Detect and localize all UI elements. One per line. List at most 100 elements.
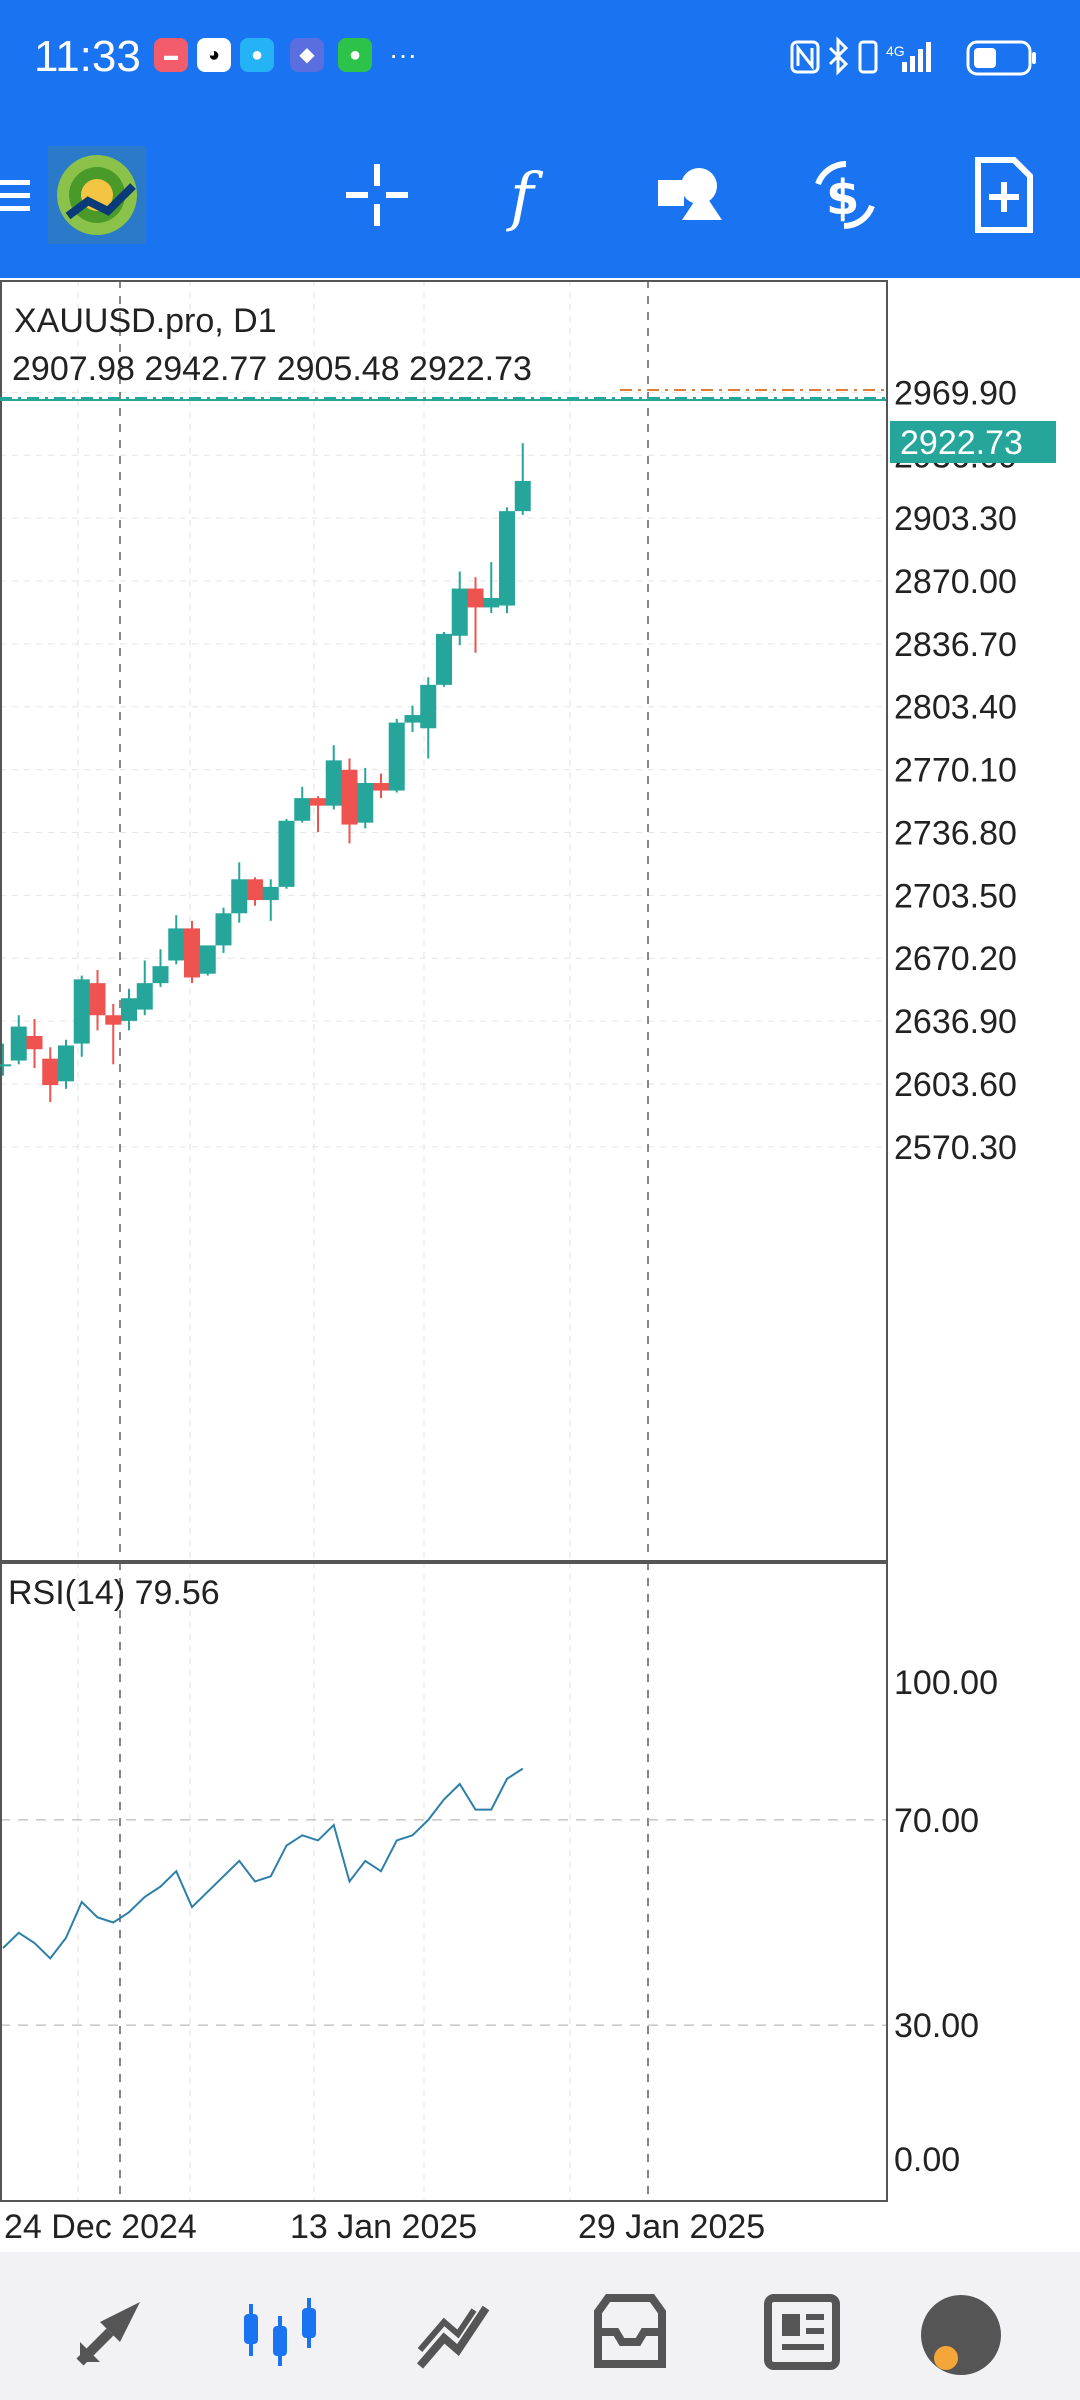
candle-body [388, 722, 405, 791]
candle-body [26, 1036, 43, 1050]
menu-icon[interactable] [0, 150, 40, 240]
candle-body [357, 783, 374, 823]
bottom-navigation [0, 2252, 1080, 2400]
rsi-tick: 70.00 [894, 1802, 979, 1840]
network-type: 4G [886, 43, 905, 59]
price-tick: 2736.80 [894, 814, 1017, 852]
time-axis: 24 Dec 2024 13 Jan 2025 29 Jan 2025 [0, 2202, 1080, 2252]
indicators-icon[interactable]: f [486, 150, 576, 240]
ohlc-label: 2907.98 2942.77 2905.48 2922.73 [12, 350, 532, 388]
candle-body [73, 979, 90, 1044]
price-tick: 2969.90 [894, 374, 1017, 412]
security-icon: ◆ [290, 38, 324, 72]
new-order-icon[interactable] [958, 150, 1048, 240]
current-price-badge [890, 421, 1056, 463]
rsi-label: RSI(14) 79.56 [8, 1574, 220, 1612]
price-grid [0, 280, 886, 1562]
nfc-icon [790, 40, 820, 74]
current-price-value: 2922.73 [900, 424, 1023, 462]
candle-body [121, 998, 137, 1021]
crosshair-icon[interactable] [332, 150, 422, 240]
candle-body [420, 684, 437, 729]
settings-icon[interactable] [916, 2290, 1006, 2380]
chart-icon[interactable] [240, 2292, 320, 2372]
price-tick: 2870.00 [894, 563, 1017, 601]
candle-body [105, 1015, 122, 1025]
rsi-tick: 0.00 [894, 2141, 960, 2179]
price-tick: 2603.60 [894, 1066, 1017, 1104]
candle-body [89, 983, 106, 1016]
date-tick-3: 29 Jan 2025 [578, 2208, 765, 2246]
wechat-icon: ● [338, 38, 372, 72]
candle-body [310, 798, 326, 806]
bluetooth-icon [828, 36, 849, 76]
candle-body [231, 879, 248, 914]
signal-icon [902, 42, 931, 72]
clock: 11:33 [34, 32, 141, 81]
battery-icon [966, 40, 1036, 76]
price-tick: 2770.10 [894, 752, 1017, 790]
candle-body [152, 966, 169, 984]
symbol-label: XAUUSD.pro, D1 [14, 302, 277, 340]
qq-icon: ◕ [197, 38, 231, 72]
candle-body [42, 1058, 59, 1086]
status-bar: 11:33 ▬ ◕ ● ◆ ● ··· 4G [0, 0, 1080, 120]
objects-icon[interactable] [644, 150, 734, 240]
candle-body [136, 983, 153, 1010]
history-icon[interactable] [590, 2292, 670, 2372]
rsi-chart[interactable]: RSI(14) 79.56 100.00 70.00 30.00 0.00 [0, 1562, 1080, 2202]
symbol-change-icon[interactable]: $ [800, 150, 890, 240]
candle-body [436, 633, 452, 685]
news-icon[interactable] [762, 2292, 842, 2372]
huawei-app-icon: ▬ [154, 38, 188, 72]
candle-body [404, 715, 421, 723]
rsi-tick: 100.00 [894, 1664, 998, 1702]
message-icon: ● [240, 38, 274, 72]
vibrate-icon [858, 40, 878, 74]
candle-body [451, 588, 468, 636]
rsi-axis: 100.00 70.00 30.00 0.00 [894, 1664, 998, 2179]
candle-body [278, 820, 295, 887]
status-icons: 4G [790, 36, 1036, 76]
rsi-line [2, 1767, 524, 1960]
candle-body [294, 798, 311, 821]
date-tick-2: 13 Jan 2025 [290, 2208, 477, 2246]
candle-body [184, 928, 200, 978]
chart-frame [0, 280, 888, 1562]
rsi-tick: 30.00 [894, 2007, 979, 2045]
svg-text:f: f [506, 160, 544, 234]
candle-body [247, 879, 263, 901]
rsi-grid [0, 1562, 886, 2202]
trade-icon[interactable] [414, 2292, 494, 2372]
rsi-frame [0, 1562, 888, 2202]
candle-body [325, 760, 342, 806]
candle-body [262, 886, 279, 901]
price-tick: 2570.30 [894, 1129, 1017, 1167]
candle-body [467, 588, 484, 608]
candle-body [483, 597, 500, 608]
candle-body [58, 1045, 74, 1082]
svg-text:$: $ [826, 170, 859, 226]
more-icon: ··· [389, 39, 417, 70]
candle-body [0, 1064, 11, 1067]
quotes-icon[interactable] [70, 2292, 150, 2372]
price-tick: 2636.90 [894, 1003, 1017, 1041]
price-tick: 2703.50 [894, 877, 1017, 915]
candle-body [215, 913, 232, 946]
candle-body [514, 480, 531, 512]
date-tick-1: 24 Dec 2024 [4, 2208, 197, 2246]
candle-body [199, 945, 216, 974]
candle-body [168, 928, 185, 961]
price-axis: 2969.902936.602903.302870.002836.702803.… [894, 374, 1017, 1166]
candle-body [373, 783, 389, 791]
price-tick: 2903.30 [894, 500, 1017, 538]
toolbar: f $ [0, 120, 1080, 278]
candle-body [10, 1026, 27, 1061]
metatrader-4-logo[interactable] [48, 146, 146, 244]
price-tick: 2803.40 [894, 689, 1017, 727]
price-tick: 2836.70 [894, 626, 1017, 664]
candle-body [341, 769, 358, 825]
candle-body [499, 511, 515, 606]
price-tick: 2670.20 [894, 940, 1017, 978]
price-chart[interactable]: XAUUSD.pro, D1 2907.98 2942.77 2905.48 2… [0, 280, 1080, 1562]
